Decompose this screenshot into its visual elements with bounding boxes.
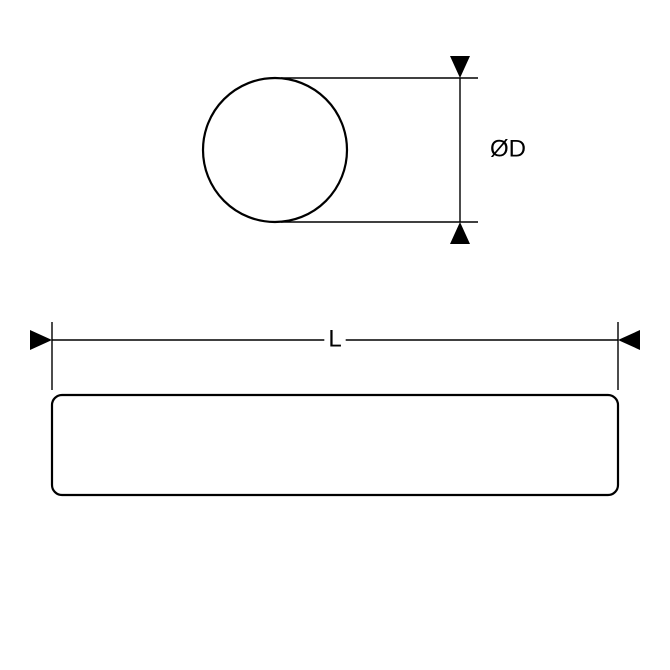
diameter-label: ØD [490,135,526,162]
technical-drawing: ØD L [0,0,670,670]
length-label: L [328,325,341,352]
